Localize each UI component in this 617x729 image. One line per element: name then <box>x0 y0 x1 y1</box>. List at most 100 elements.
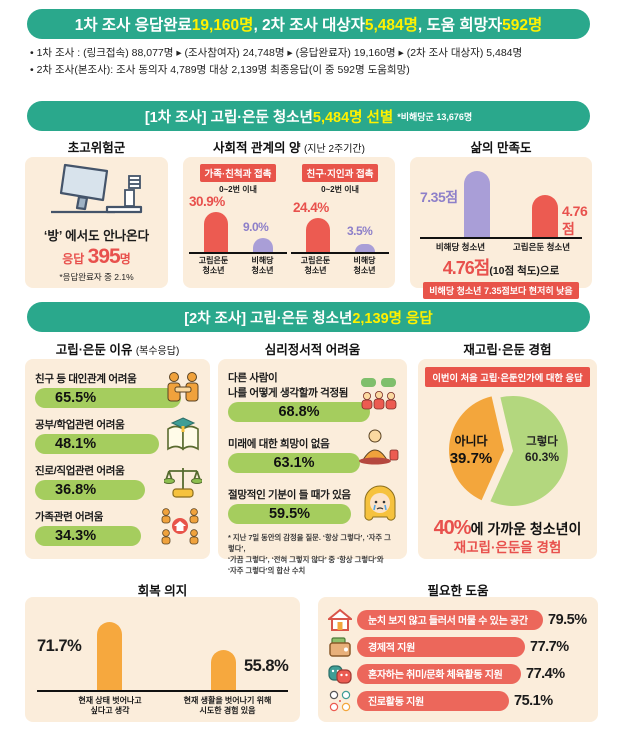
psych-1-bar: 68.8% <box>228 402 370 422</box>
risk-caption: ‘방’ 에서도 안나온다 <box>43 229 150 243</box>
relapse-panel: 이번이 처음 고립·은둔인가에 대한 응답 아니다 39.7% 그렇다 60.3… <box>418 359 597 559</box>
help-1-label: 눈치 보지 않고 들러서 머물 수 있는 공간 <box>368 616 528 627</box>
risk-panel-title: 초고위험군 <box>67 141 126 155</box>
section2-header: [2차 조사] 고립·은둔 청소년 2,139명 응답 <box>27 302 590 332</box>
social-chart2-bars: 24.4% 3.5% <box>291 196 389 254</box>
satisfaction-bar1-value: 7.35점 <box>420 189 458 205</box>
psych-item-2: 미래에 대한 희망이 없음 63.1% <box>228 429 399 473</box>
reasons-panel-title: 고립·은둔 이유 (복수응답) <box>25 339 210 358</box>
help-2-bar: 경제적 지원 <box>357 636 525 657</box>
reasons-title-main: 고립·은둔 이유 <box>55 343 136 357</box>
risk-answer-label: 응답 <box>62 252 88 266</box>
psych-panel-title: 심리정서적 어려움 <box>264 343 361 357</box>
recovery-bar1-label: 현재 상태 벗어나고 싶다고 생각 <box>78 696 142 716</box>
social-chart2-bar2 <box>355 244 375 252</box>
social-chart1-badge: 가족·친척과 접촉 <box>199 164 277 182</box>
help-2-label: 경제적 지원 <box>368 643 415 654</box>
survey-note-2: • 2차 조사(본조사): 조사 동의자 4,789명 대상 2,139명 최종… <box>30 64 410 77</box>
help-3-bar: 혼자하는 취미/문화 체육활동 지원 <box>357 663 521 684</box>
section2-header-highlight: 2,139명 응답 <box>352 310 433 327</box>
psych-footnote: * 지난 7일 동안의 감정을 질문. ‘항상 그렇다’, ‘자주 그렇다’, … <box>228 533 391 575</box>
psych-1-label: 다른 사람이 나를 어떻게 생각할까 걱정됨 <box>228 372 349 399</box>
satisfaction-bar2-value: 4.76점 <box>562 203 588 237</box>
reason-4-value: 34.3% <box>55 528 97 544</box>
satisfaction-panel-title: 삶의 만족도 <box>470 141 532 155</box>
psych-2-bar: 63.1% <box>228 453 360 473</box>
pie-yes-label: 그렇다 <box>526 434 558 448</box>
banner-num-2: 5,484명 <box>364 17 418 34</box>
recovery-bar2-label: 현재 생활을 벗어나기 위해 시도한 경험 있음 <box>183 696 272 716</box>
psych-item-3: 절망적인 기분이 들 때가 있음 59.5% <box>228 485 397 524</box>
survey-notes: • 1차 조사 : (링크접속) 88,077명 ▸ (조사참여자) 24,74… <box>30 45 522 80</box>
help-panel: 눈치 보지 않고 들러서 머물 수 있는 공간 79.5% 경제적 지원 77.… <box>318 597 598 722</box>
psych-2-label: 미래에 대한 희망이 없음 <box>228 438 330 450</box>
satisfaction-bar1 <box>464 171 490 237</box>
help-3-value: 77.4% <box>526 665 565 682</box>
recovery-bar2-value: 55.8% <box>244 657 289 675</box>
relapse-summary: 40%에 가까운 청소년이 재고립·은둔을 경험 <box>418 516 597 556</box>
psych-item-1: 다른 사람이 나를 어떻게 생각할까 걱정됨 68.8% <box>228 370 397 422</box>
satisfaction-summary-value: 4.76점 <box>442 258 491 278</box>
social-chart1-range: 0~2번 이내 <box>219 185 257 194</box>
help-item-3: 혼자하는 취미/문화 체육활동 지원 77.4% <box>328 660 590 687</box>
social-title-sub: (지난 2주기간) <box>303 144 365 155</box>
reason-2-value: 48.1% <box>55 436 97 452</box>
reason-2-label: 공부/학업관련 어려움 <box>35 419 125 431</box>
reason-3-bar: 36.8% <box>35 480 145 500</box>
section2-header-text: [2차 조사] 고립·은둔 청소년 <box>184 310 353 327</box>
social-panel: 가족·친척과 접촉 0~2번 이내 30.9% 9.0% 고립은둔 청소년 비해당… <box>183 157 395 288</box>
help-1-value: 79.5% <box>548 611 587 628</box>
recovery-bar2 <box>211 650 236 690</box>
reason-1-bar: 65.5% <box>35 388 181 408</box>
gossip-icon <box>361 378 397 410</box>
family-icon <box>161 508 199 545</box>
social-chart1-bar2 <box>253 238 273 252</box>
recovery-panel: 71.7% 55.8% 현재 상태 벗어나고 싶다고 생각 현재 생활을 벗어나기… <box>25 597 300 722</box>
banner-num-1: 19,160명 <box>191 17 254 34</box>
help-4-bar: 진로활동 지원 <box>357 690 509 711</box>
section1-header-highlight: 5,484명 선별 <box>312 109 394 126</box>
pie-yes-value: 60.3% <box>524 450 558 464</box>
social-chart-family: 가족·친척과 접촉 0~2번 이내 30.9% 9.0% 고립은둔 청소년 비해당… <box>189 164 287 276</box>
psych-2-value: 63.1% <box>273 455 315 471</box>
social-chart1-bar1-label: 고립은둔 청소년 <box>198 256 229 275</box>
reason-4-label: 가족관련 어려움 <box>35 511 104 523</box>
social-chart1-bars: 30.9% 9.0% <box>189 194 287 254</box>
survey-note-1: • 1차 조사 : (링크접속) 88,077명 ▸ (조사참여자) 24,74… <box>30 47 523 59</box>
social-chart2-bar2-value: 3.5% <box>347 224 373 238</box>
recovery-baseline <box>37 690 288 692</box>
social-chart2-bar1 <box>306 218 330 252</box>
handshake-icon <box>167 372 199 402</box>
reason-2-bar: 48.1% <box>35 434 159 454</box>
scales-icon <box>164 468 202 498</box>
pie-no-label: 아니다 <box>454 433 487 448</box>
recovery-chart: 71.7% 55.8% 현재 상태 벗어나고 싶다고 생각 현재 생활을 벗어나기… <box>25 597 300 717</box>
help-1-bar: 눈치 보지 않고 들러서 머물 수 있는 공간 <box>357 609 543 630</box>
help-item-4: 진로활동 지원 75.1% <box>328 687 590 714</box>
satisfaction-bar1-label: 비해당 청소년 <box>435 242 486 252</box>
social-chart1-bar1 <box>204 212 228 252</box>
satisfaction-summary-text: (10점 척도)으로 <box>489 265 560 277</box>
section1-header: [1차 조사] 고립·은둔 청소년 5,484명 선별 *비해당군 13,676… <box>27 101 590 131</box>
relapse-summary-value: 40% <box>433 517 472 539</box>
study-icon <box>167 417 199 451</box>
reason-item-2: 공부/학업관련 어려움 48.1% <box>35 417 200 454</box>
psych-3-label: 절망적인 기분이 들 때가 있음 <box>228 489 351 501</box>
banner-text-2: , 2차 조사 대상자 <box>253 17 365 34</box>
satisfaction-panel: 7.35점 4.76점 비해당 청소년 고립은둔 청소년 4.76점(10점 척… <box>410 157 592 299</box>
risk-answer-value: 395 <box>87 245 121 268</box>
reason-4-bar: 34.3% <box>35 526 141 546</box>
reasons-title-sub: (복수응답) <box>135 346 180 357</box>
social-chart1-bar2-label: 비해당 청소년 <box>251 256 274 275</box>
despair-icon <box>359 429 399 465</box>
social-panel-title: 사회적 관계의 양 (지난 2주기간) <box>183 137 395 156</box>
social-chart2-badge: 친구·지인과 접촉 <box>301 164 379 182</box>
relapse-pie-chart: 아니다 39.7% 그렇다 60.3% <box>418 389 597 516</box>
relapse-badge: 이번이 처음 고립·은둔인가에 대한 응답 <box>425 367 590 387</box>
social-chart2-range: 0~2번 이내 <box>321 185 359 194</box>
reasons-panel: 친구 등 대인관계 어려움 65.5% 공부/학업관련 어려움 48.1% 진로… <box>25 359 210 559</box>
recovery-bar1-value: 71.7% <box>37 637 82 655</box>
relapse-summary-line2: 재고립·은둔을 경험 <box>453 540 562 555</box>
help-item-2: 경제적 지원 77.7% <box>328 633 590 660</box>
satisfaction-bar2-label: 고립은둔 청소년 <box>512 242 571 252</box>
